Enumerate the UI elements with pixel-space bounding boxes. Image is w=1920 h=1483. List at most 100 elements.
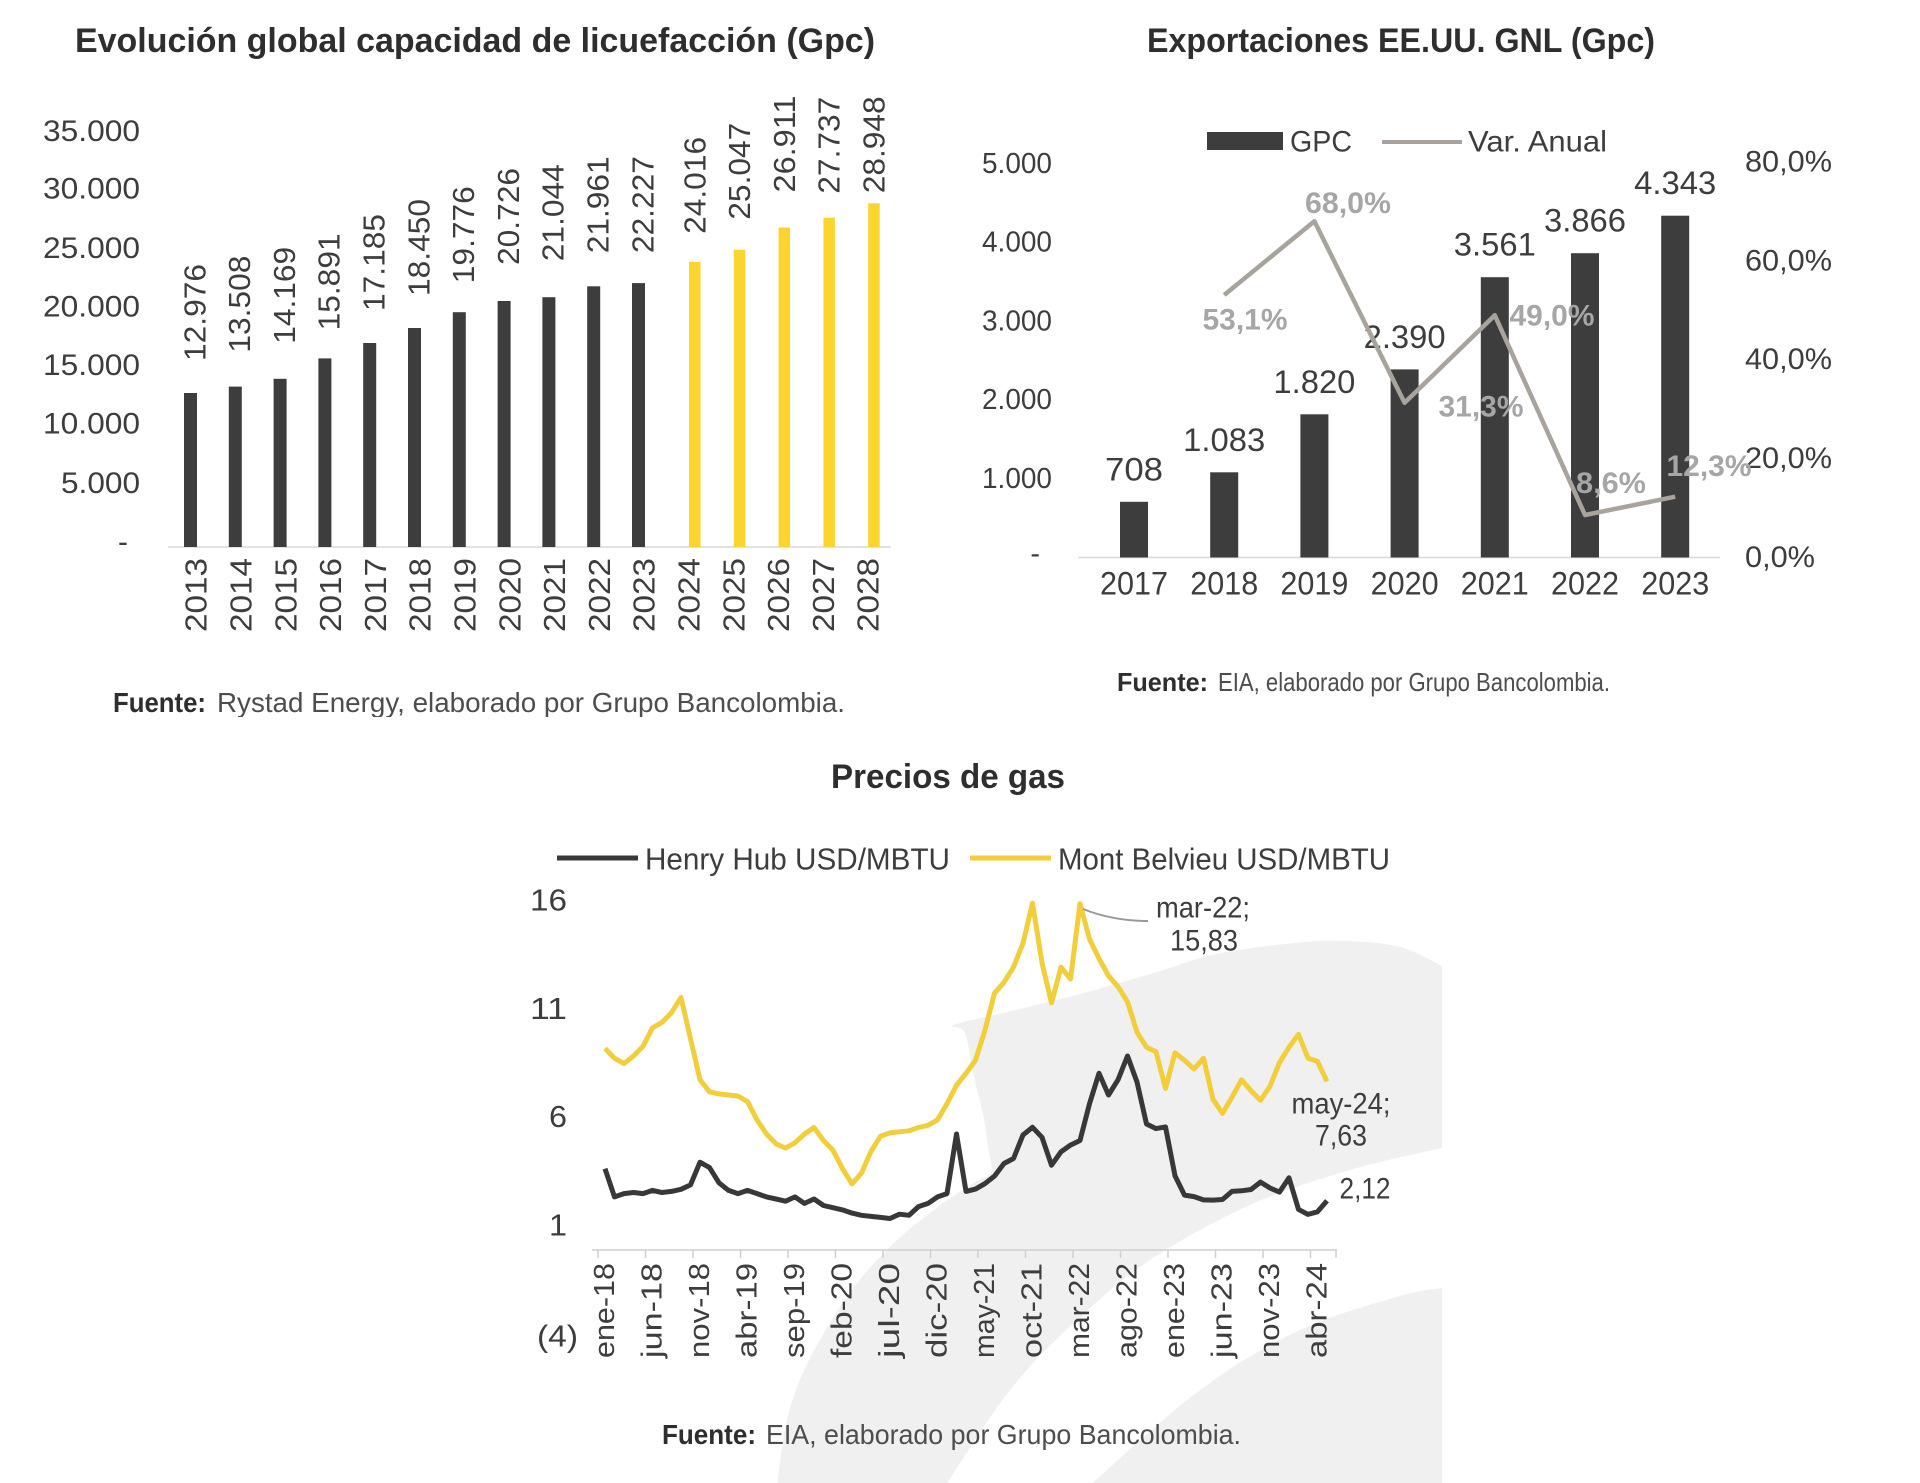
svg-text:11: 11 bbox=[530, 991, 567, 1026]
svg-text:EIA, elaborado por Grupo Banco: EIA, elaborado por Grupo Bancolombia. bbox=[766, 1419, 1241, 1450]
svg-text:24.016: 24.016 bbox=[677, 137, 712, 234]
svg-text:ene-18: ene-18 bbox=[589, 1263, 621, 1358]
svg-text:19.776: 19.776 bbox=[446, 186, 481, 283]
svg-text:Exportaciones EE.UU. GNL (Gpc): Exportaciones EE.UU. GNL (Gpc) bbox=[1147, 22, 1655, 60]
svg-text:2023: 2023 bbox=[627, 558, 662, 632]
svg-text:Rystad Energy, elaborado por G: Rystad Energy, elaborado por Grupo Banco… bbox=[217, 687, 845, 718]
svg-text:jun-23: jun-23 bbox=[1207, 1263, 1239, 1359]
svg-text:2017: 2017 bbox=[358, 558, 393, 632]
svg-text:35.000: 35.000 bbox=[43, 115, 140, 148]
svg-text:15.000: 15.000 bbox=[43, 349, 140, 382]
svg-text:ago-22: ago-22 bbox=[1112, 1263, 1144, 1358]
svg-text:13.508: 13.508 bbox=[222, 256, 257, 353]
svg-text:Precios de gas: Precios de gas bbox=[831, 758, 1065, 796]
svg-text:6: 6 bbox=[549, 1099, 567, 1134]
svg-text:abr-19: abr-19 bbox=[732, 1263, 764, 1358]
svg-text:2026: 2026 bbox=[761, 558, 796, 632]
svg-text:may-24;: may-24; bbox=[1292, 1088, 1391, 1121]
svg-text:sep-19: sep-19 bbox=[779, 1263, 811, 1358]
svg-text:2018: 2018 bbox=[1190, 566, 1258, 602]
svg-text:12,3%: 12,3% bbox=[1667, 450, 1752, 483]
svg-text:nov-23: nov-23 bbox=[1254, 1263, 1286, 1358]
svg-text:30.000: 30.000 bbox=[43, 173, 140, 206]
svg-text:2019: 2019 bbox=[1280, 566, 1348, 602]
svg-text:2021: 2021 bbox=[537, 558, 572, 632]
svg-text:ene-23: ene-23 bbox=[1159, 1263, 1191, 1358]
svg-text:1: 1 bbox=[549, 1208, 567, 1243]
svg-text:4.343: 4.343 bbox=[1634, 165, 1716, 201]
svg-text:25.047: 25.047 bbox=[722, 123, 757, 220]
svg-text:2025: 2025 bbox=[716, 558, 751, 632]
svg-text:3.561: 3.561 bbox=[1454, 227, 1536, 263]
svg-text:Fuente:: Fuente: bbox=[113, 687, 206, 718]
svg-text:feb-20: feb-20 bbox=[827, 1263, 859, 1358]
svg-text:2,12: 2,12 bbox=[1340, 1173, 1391, 1206]
svg-text:68,0%: 68,0% bbox=[1305, 187, 1391, 220]
svg-text:(4): (4) bbox=[537, 1319, 578, 1354]
svg-text:Henry Hub USD/MBTU: Henry Hub USD/MBTU bbox=[645, 842, 950, 877]
svg-text:0,0%: 0,0% bbox=[1745, 541, 1815, 574]
svg-text:7,63: 7,63 bbox=[1315, 1120, 1367, 1153]
svg-text:2014: 2014 bbox=[224, 558, 259, 632]
svg-text:dic-20: dic-20 bbox=[922, 1263, 954, 1358]
svg-text:EIA, elaborado por Grupo Banco: EIA, elaborado por Grupo Bancolombia. bbox=[1218, 667, 1610, 697]
svg-text:2027: 2027 bbox=[806, 558, 841, 632]
svg-text:-: - bbox=[118, 526, 128, 559]
svg-text:Fuente:: Fuente: bbox=[662, 1419, 756, 1450]
svg-text:Fuente:: Fuente: bbox=[1117, 667, 1208, 697]
svg-text:40,0%: 40,0% bbox=[1745, 343, 1832, 376]
svg-text:10.000: 10.000 bbox=[43, 408, 140, 441]
svg-text:12.976: 12.976 bbox=[177, 264, 212, 361]
svg-text:3.000: 3.000 bbox=[982, 305, 1052, 337]
svg-text:Var. Anual: Var. Anual bbox=[1468, 126, 1607, 159]
svg-text:53,1%: 53,1% bbox=[1203, 304, 1288, 337]
svg-text:28.948: 28.948 bbox=[857, 96, 892, 193]
svg-text:49,0%: 49,0% bbox=[1510, 300, 1595, 333]
svg-text:2015: 2015 bbox=[268, 558, 303, 632]
svg-text:may-21: may-21 bbox=[969, 1263, 1001, 1358]
svg-text:2023: 2023 bbox=[1641, 566, 1709, 602]
svg-text:jun-18: jun-18 bbox=[637, 1263, 669, 1359]
svg-text:2024: 2024 bbox=[672, 558, 707, 632]
svg-text:27.737: 27.737 bbox=[812, 97, 847, 194]
svg-text:Mont Belvieu USD/MBTU: Mont Belvieu USD/MBTU bbox=[1058, 842, 1390, 877]
svg-text:5.000: 5.000 bbox=[982, 148, 1052, 180]
svg-text:1.083: 1.083 bbox=[1183, 422, 1265, 458]
svg-text:2020: 2020 bbox=[1371, 566, 1439, 602]
svg-text:1.000: 1.000 bbox=[982, 463, 1052, 495]
svg-text:2021: 2021 bbox=[1461, 566, 1529, 602]
svg-text:GPC: GPC bbox=[1290, 126, 1352, 159]
svg-text:nov-18: nov-18 bbox=[684, 1263, 716, 1358]
svg-text:21.961: 21.961 bbox=[581, 156, 616, 253]
svg-text:-: - bbox=[1030, 538, 1040, 570]
svg-text:Evolución global capacidad de: Evolución global capacidad de licuefacci… bbox=[75, 22, 875, 60]
svg-text:mar-22;: mar-22; bbox=[1156, 892, 1250, 925]
svg-text:3.866: 3.866 bbox=[1544, 203, 1626, 239]
svg-text:80,0%: 80,0% bbox=[1745, 146, 1832, 179]
svg-text:jul-20: jul-20 bbox=[874, 1263, 906, 1359]
svg-text:4.000: 4.000 bbox=[982, 227, 1052, 259]
svg-text:60,0%: 60,0% bbox=[1745, 245, 1832, 278]
svg-text:2019: 2019 bbox=[448, 558, 483, 632]
svg-text:20,0%: 20,0% bbox=[1745, 442, 1832, 475]
svg-text:5.000: 5.000 bbox=[61, 467, 140, 500]
svg-text:25.000: 25.000 bbox=[43, 232, 140, 265]
svg-text:2016: 2016 bbox=[313, 558, 348, 632]
svg-text:15.891: 15.891 bbox=[312, 233, 347, 330]
svg-text:oct-21: oct-21 bbox=[1017, 1263, 1049, 1358]
svg-text:2022: 2022 bbox=[582, 558, 617, 632]
svg-text:18.450: 18.450 bbox=[401, 199, 436, 296]
svg-text:2017: 2017 bbox=[1100, 566, 1168, 602]
svg-text:15,83: 15,83 bbox=[1170, 925, 1238, 958]
svg-text:2018: 2018 bbox=[403, 558, 438, 632]
svg-text:2028: 2028 bbox=[851, 558, 886, 632]
svg-text:31,3%: 31,3% bbox=[1439, 391, 1524, 424]
svg-text:16: 16 bbox=[530, 883, 567, 918]
svg-text:2013: 2013 bbox=[179, 558, 214, 632]
svg-text:20.726: 20.726 bbox=[491, 168, 526, 265]
svg-text:abr-24: abr-24 bbox=[1302, 1263, 1334, 1358]
svg-text:14.169: 14.169 bbox=[267, 247, 302, 344]
svg-text:22.227: 22.227 bbox=[625, 156, 660, 253]
svg-text:20.000: 20.000 bbox=[43, 291, 140, 324]
svg-text:8,6%: 8,6% bbox=[1576, 467, 1646, 500]
